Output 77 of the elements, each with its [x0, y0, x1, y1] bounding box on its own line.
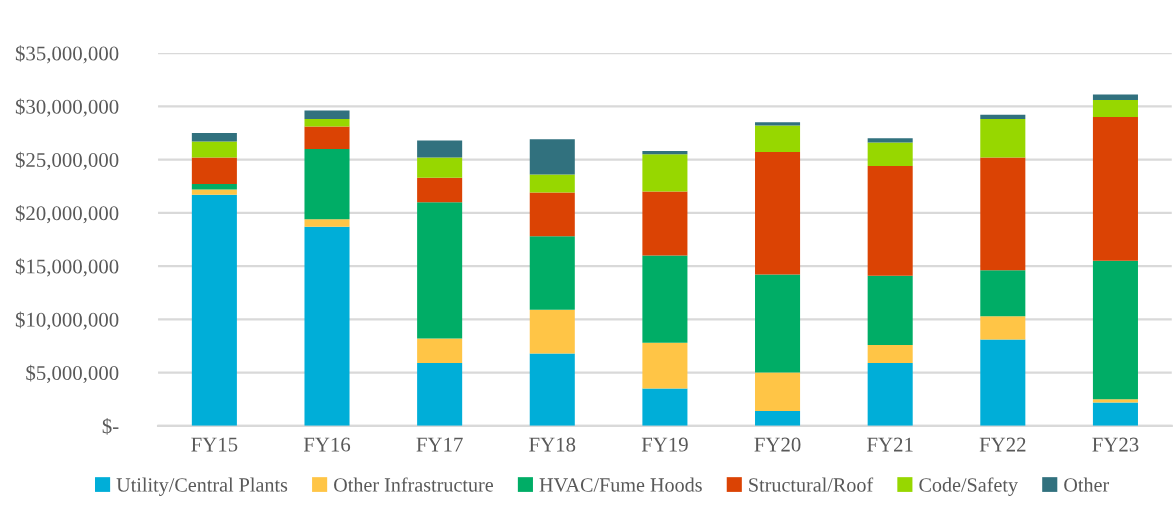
x-tick-label: FY15: [191, 437, 238, 452]
bar: [1092, 399, 1138, 403]
bar: [642, 191, 688, 256]
bar: [191, 157, 237, 185]
bar: [755, 125, 801, 153]
bar: [980, 114, 1026, 120]
y-tick-label: $25,000,000: [15, 151, 119, 170]
legend-label: Other Infrastructure: [334, 477, 493, 492]
bar: [755, 152, 801, 275]
x-tick-label: FY21: [867, 437, 913, 452]
bar: [1092, 402, 1138, 426]
bar: [417, 157, 463, 178]
bar: [529, 353, 575, 426]
bar: [1092, 260, 1138, 400]
bar: [867, 275, 913, 345]
bar: [529, 174, 575, 193]
legend-label: Structural/Roof: [749, 477, 874, 492]
bar: [191, 141, 237, 158]
bar: [755, 274, 801, 373]
legend-label: HVAC/Fume Hoods: [539, 477, 702, 492]
y-tick-label: $30,000,000: [15, 98, 119, 117]
bar: [642, 255, 688, 343]
bar: [304, 226, 350, 426]
bar: [304, 110, 350, 120]
bar: [417, 202, 463, 339]
bar: [304, 119, 350, 127]
bar: [529, 236, 575, 310]
y-tick-label: $20,000,000: [15, 204, 119, 224]
x-tick-label: FY23: [1092, 437, 1139, 452]
y-tick-label: $35,000,000: [15, 45, 119, 64]
y-tick-label: $10,000,000: [15, 311, 119, 330]
x-tick-label: FY19: [641, 437, 688, 452]
bar: [755, 410, 801, 426]
x-tick-label: FY18: [529, 437, 576, 452]
bar: [304, 126, 350, 149]
bar: [417, 338, 463, 363]
bar: [417, 177, 463, 203]
bar: [304, 148, 350, 220]
x-tick-label: FY22: [979, 437, 1026, 452]
bar: [417, 140, 463, 158]
x-tick-label: FY17: [416, 437, 463, 452]
bar: [642, 388, 688, 426]
y-tick-label: $15,000,000: [15, 258, 119, 277]
bar: [867, 165, 913, 276]
x-tick-label: FY16: [303, 437, 351, 452]
bar: [980, 339, 1026, 426]
bar: [1092, 99, 1138, 117]
bar: [755, 372, 801, 411]
bar: [191, 132, 237, 142]
bar: [191, 184, 237, 190]
x-tick-label: FY20: [754, 437, 801, 452]
bar: [980, 316, 1026, 340]
bar: [529, 139, 575, 175]
legend-label: Other: [1064, 477, 1110, 492]
legend-label: Code/Safety: [919, 477, 1018, 496]
bar: [980, 157, 1026, 271]
bar: [304, 219, 350, 227]
y-tick-label: $-: [102, 417, 119, 435]
y-tick-label: $5,000,000: [26, 364, 119, 384]
bar: [1092, 116, 1138, 261]
bar: [191, 194, 237, 426]
bar: [980, 119, 1026, 158]
bar: [417, 363, 463, 426]
bar: [1092, 94, 1138, 100]
bar: [980, 270, 1026, 317]
bar: [867, 138, 913, 143]
bar: [642, 154, 688, 192]
legend-label: Utility/Central Plants: [116, 477, 288, 496]
bar: [191, 189, 237, 195]
bar: [529, 192, 575, 237]
bar: [642, 151, 688, 155]
bar: [755, 122, 801, 126]
bar: [867, 344, 913, 363]
bar: [642, 342, 688, 389]
bar: [867, 142, 913, 166]
bar: [529, 309, 575, 354]
bar: [867, 363, 913, 426]
